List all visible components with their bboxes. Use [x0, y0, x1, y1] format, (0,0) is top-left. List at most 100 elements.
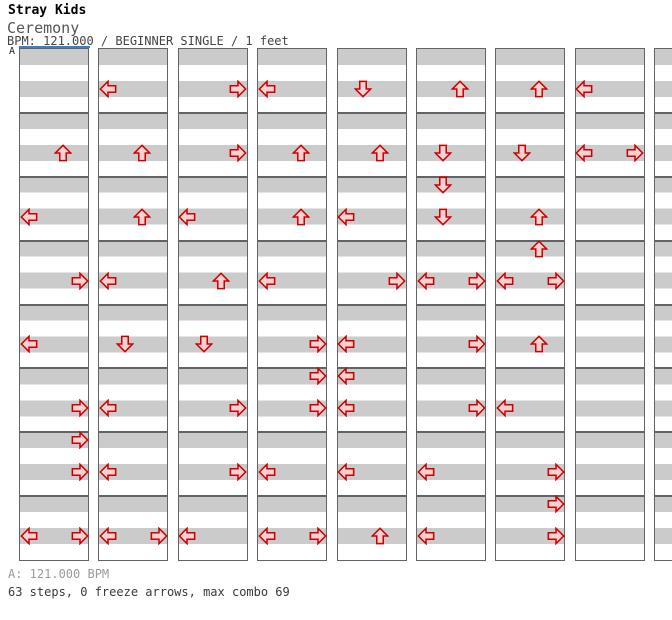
arrow-left-icon [337, 463, 355, 482]
arrow-left-icon [99, 271, 117, 290]
arrow-right-icon [229, 463, 248, 482]
measure-divider [496, 239, 565, 242]
measure-divider [258, 239, 327, 242]
arrow-left-icon [99, 527, 117, 546]
arrow-left-icon [257, 527, 276, 546]
measure-column-9 [654, 48, 672, 561]
arrow-right-icon [229, 79, 248, 98]
arrow-right-icon [468, 399, 486, 418]
arrow-right-icon [547, 495, 565, 514]
arrow-down-icon [195, 335, 214, 354]
measure-divider [496, 175, 565, 178]
measure-divider [496, 111, 565, 114]
measure-column-1 [19, 48, 89, 561]
measure-divider [655, 367, 672, 370]
measure-divider [178, 367, 247, 370]
arrow-down-icon [433, 144, 452, 162]
arrow-right-icon [309, 399, 327, 418]
measure-divider [258, 303, 327, 306]
arrow-left-icon [99, 463, 117, 482]
arrow-left-icon [257, 271, 276, 290]
arrow-left-icon [178, 207, 196, 226]
measure-column-3 [177, 48, 248, 561]
footer-bpm-line: A: 121.000 BPM [8, 567, 110, 581]
arrow-up-icon [212, 271, 231, 290]
measure-divider [178, 239, 247, 242]
arrow-right-icon [71, 271, 89, 290]
arrow-right-icon [626, 143, 645, 162]
arrow-right-icon [468, 271, 486, 290]
measure-divider [337, 111, 406, 114]
arrow-left-icon [19, 207, 38, 226]
arrow-right-icon [547, 527, 565, 546]
arrow-left-icon [99, 399, 117, 418]
measure-column-5 [336, 48, 407, 561]
arrow-up-icon [132, 144, 151, 162]
arrow-up-icon [529, 207, 548, 226]
arrow-left-icon [19, 527, 38, 546]
measure-divider [258, 431, 327, 434]
section-label: A [9, 46, 16, 57]
song-title: Ceremony [7, 19, 80, 37]
measure-divider [99, 111, 168, 114]
measure-divider [178, 431, 247, 434]
arrow-right-icon [547, 463, 565, 482]
measure-divider [655, 431, 672, 434]
measure-divider [99, 239, 168, 242]
measure-divider [178, 495, 247, 498]
arrow-left-icon [575, 79, 593, 98]
arrow-up-icon [291, 144, 310, 162]
measure-divider [337, 239, 406, 242]
measure-divider [99, 175, 168, 178]
measure-divider [337, 431, 406, 434]
measure-column-7 [495, 48, 566, 561]
arrow-left-icon [257, 463, 276, 482]
arrow-left-icon [19, 335, 38, 354]
arrow-right-icon [388, 271, 406, 290]
arrow-right-icon [71, 463, 89, 482]
arrow-right-icon [229, 143, 248, 162]
measure-divider [20, 239, 88, 242]
arrow-right-icon [309, 527, 327, 546]
arrow-left-icon [416, 463, 435, 482]
arrow-left-icon [337, 367, 355, 386]
measure-divider [258, 495, 327, 498]
arrow-down-icon [512, 144, 531, 162]
measure-divider [99, 303, 168, 306]
measure-divider [655, 175, 672, 178]
measure-divider [258, 367, 327, 370]
arrow-left-icon [575, 143, 593, 162]
measure-divider [337, 175, 406, 178]
measure-divider [496, 367, 565, 370]
arrow-up-icon [529, 335, 548, 353]
measure-divider [655, 495, 672, 498]
arrow-left-icon [337, 207, 355, 226]
measure-divider [417, 111, 485, 114]
arrow-right-icon [547, 271, 565, 290]
measure-divider [575, 239, 644, 242]
measure-divider [417, 175, 485, 178]
arrow-left-icon [99, 79, 117, 98]
measure-column-6 [416, 48, 486, 561]
measure-divider [496, 495, 565, 498]
measure-divider [575, 495, 644, 498]
measure-divider [655, 239, 672, 242]
measure-divider [178, 303, 247, 306]
footer-stats-line: 63 steps, 0 freeze arrows, max combo 69 [8, 585, 290, 599]
measure-divider [99, 431, 168, 434]
measure-divider [496, 431, 565, 434]
arrow-down-icon [354, 80, 373, 98]
measure-divider [99, 367, 168, 370]
arrow-right-icon [71, 399, 89, 418]
measure-divider [20, 303, 88, 306]
measure-divider [258, 175, 327, 178]
arrow-up-icon [450, 80, 469, 98]
section-marker-line [19, 46, 90, 48]
measure-column-2 [98, 48, 169, 561]
measure-divider [655, 111, 672, 114]
measure-divider [575, 367, 644, 370]
measure-divider [417, 367, 485, 370]
arrow-right-icon [229, 399, 248, 418]
